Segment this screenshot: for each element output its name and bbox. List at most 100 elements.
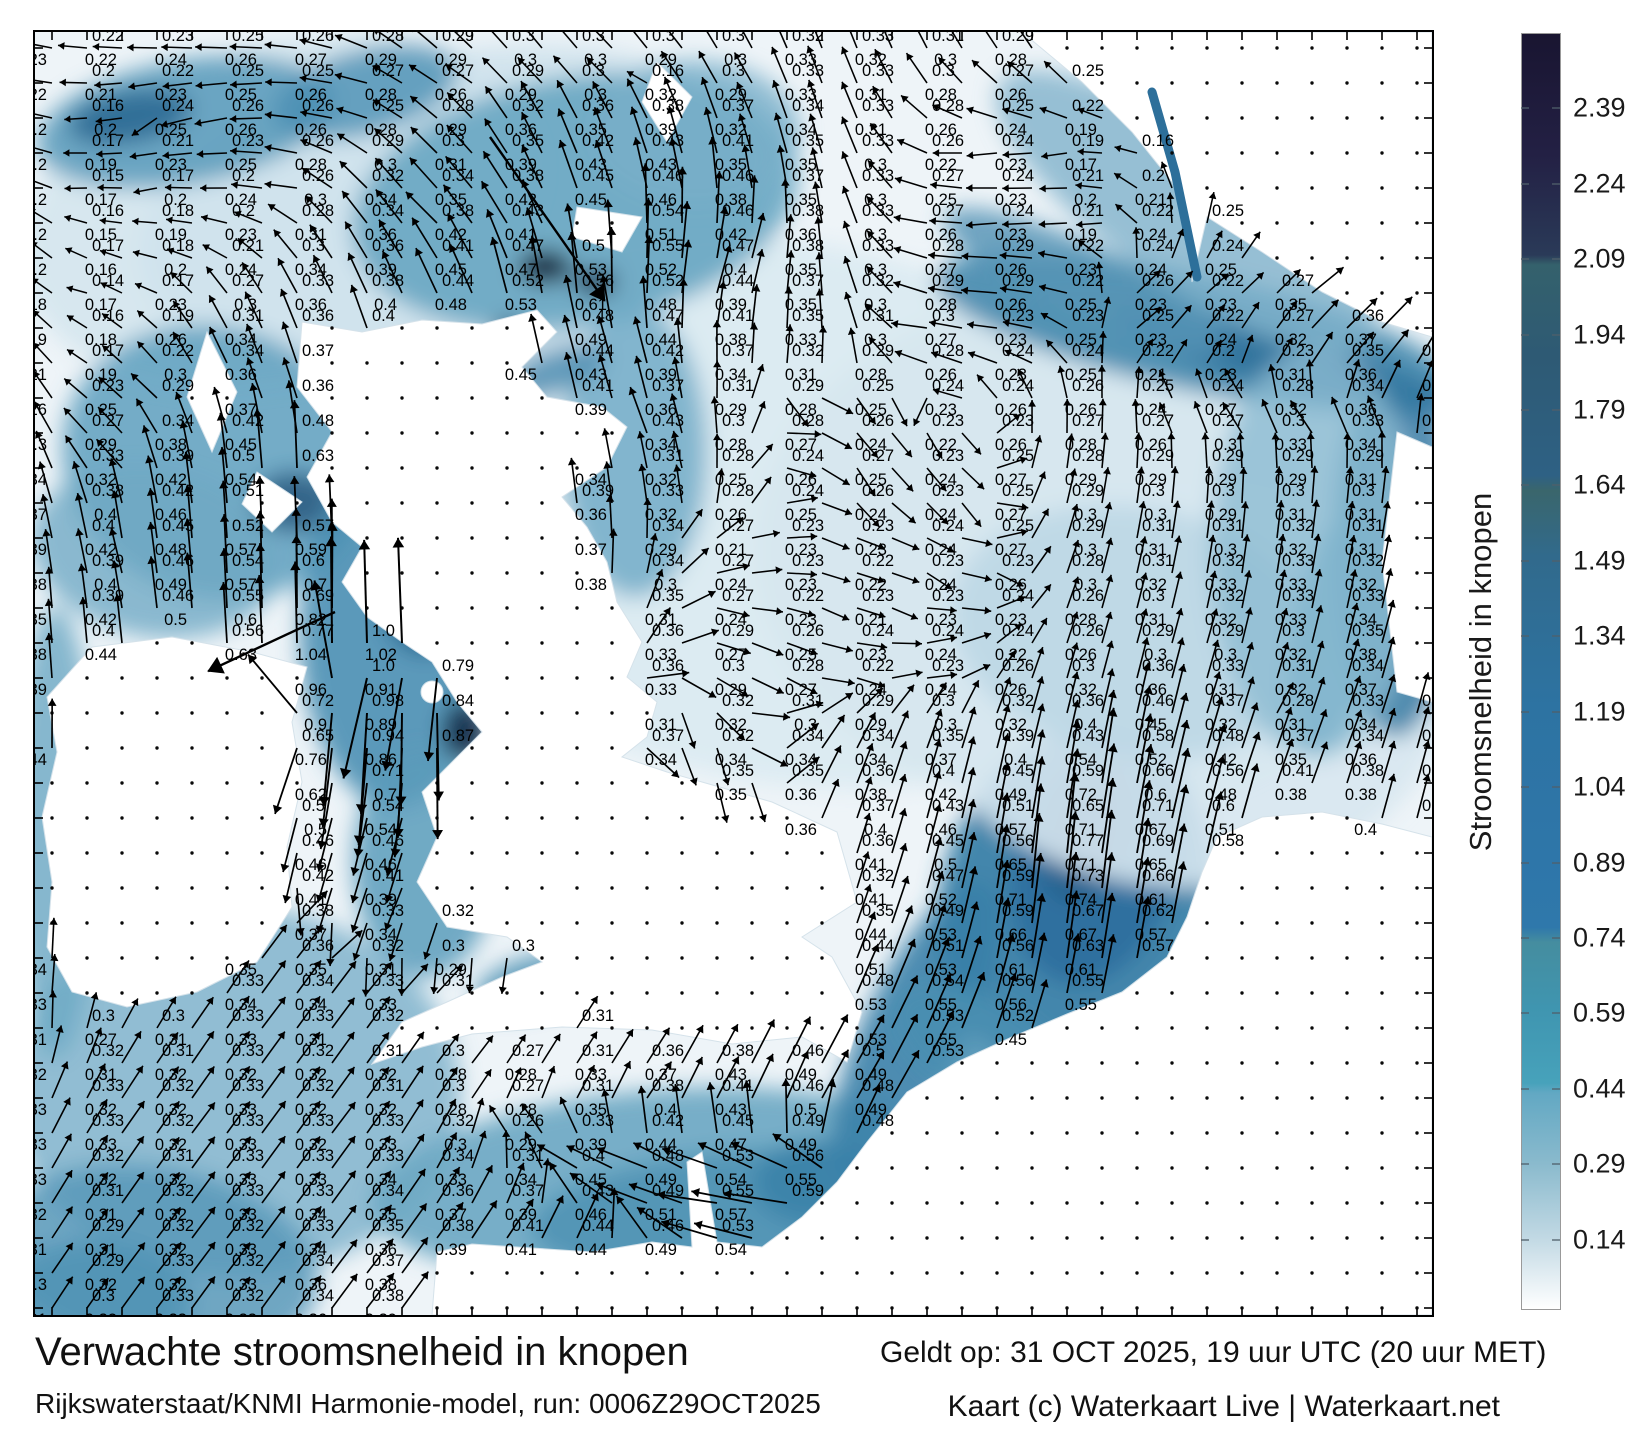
- svg-text:0.27: 0.27: [715, 646, 747, 664]
- svg-text:0.36: 0.36: [652, 657, 684, 675]
- svg-text:0.36: 0.36: [785, 786, 817, 804]
- svg-text:0.36: 0.36: [862, 762, 894, 780]
- svg-text:0.36: 0.36: [302, 937, 334, 955]
- svg-text:0.66: 0.66: [995, 926, 1027, 944]
- svg-text:0.43: 0.43: [715, 1101, 747, 1119]
- colorbar-tick-mark: [1552, 409, 1560, 412]
- svg-text:0.49: 0.49: [792, 1112, 824, 1130]
- svg-text:0.2: 0.2: [35, 156, 47, 174]
- svg-text:0.33: 0.33: [862, 167, 894, 185]
- svg-text:0.24: 0.24: [1212, 237, 1244, 255]
- svg-text:0.55: 0.55: [232, 587, 264, 605]
- svg-text:0.49: 0.49: [645, 1171, 677, 1189]
- svg-text:0.33: 0.33: [862, 97, 894, 115]
- svg-text:0.24: 0.24: [855, 681, 887, 699]
- svg-text:0.27: 0.27: [995, 506, 1027, 524]
- svg-text:0.26: 0.26: [1142, 272, 1174, 290]
- svg-text:0.49: 0.49: [785, 1136, 817, 1154]
- svg-text:0.3: 0.3: [442, 1042, 465, 1060]
- svg-text:0.42: 0.42: [232, 412, 264, 430]
- svg-text:0.34: 0.34: [372, 202, 404, 220]
- svg-text:0.28: 0.28: [925, 86, 957, 104]
- svg-text:0.33: 0.33: [35, 1101, 47, 1119]
- svg-text:0.3: 0.3: [92, 1287, 115, 1305]
- svg-text:0.25: 0.25: [785, 506, 817, 524]
- svg-text:0.17: 0.17: [85, 191, 117, 209]
- svg-text:0.35: 0.35: [575, 121, 607, 139]
- svg-text:0.33: 0.33: [785, 51, 817, 69]
- svg-text:0.26: 0.26: [302, 167, 334, 185]
- svg-text:0.32: 0.32: [1275, 646, 1307, 664]
- svg-text:0.37: 0.37: [575, 541, 607, 559]
- svg-text:0.32: 0.32: [232, 1287, 264, 1305]
- svg-text:0.55: 0.55: [1072, 972, 1104, 990]
- svg-text:0.29: 0.29: [1205, 506, 1237, 524]
- svg-text:0.61: 0.61: [1065, 961, 1097, 979]
- svg-text:0.34: 0.34: [785, 121, 817, 139]
- svg-text:0.23: 0.23: [92, 377, 124, 395]
- svg-text:0.55: 0.55: [1065, 996, 1097, 1014]
- svg-text:0.37: 0.37: [1212, 692, 1244, 710]
- svg-text:0.35: 0.35: [715, 786, 747, 804]
- svg-text:0.44: 0.44: [722, 272, 754, 290]
- svg-text:0.37: 0.37: [652, 727, 684, 745]
- svg-text:0.35: 0.35: [785, 156, 817, 174]
- svg-text:0.57: 0.57: [1142, 937, 1174, 955]
- svg-text:0.66: 0.66: [1142, 867, 1174, 885]
- north-sea-current-map: 0.23 0.22 0.22 0.23 0.24 0.25 0.26 0.26 0.27 0.28…: [35, 32, 1432, 1315]
- svg-text:0.32: 0.32: [1205, 716, 1237, 734]
- svg-text:0.38: 0.38: [35, 646, 47, 664]
- svg-text:0.26: 0.26: [995, 261, 1027, 279]
- svg-text:0.49: 0.49: [932, 902, 964, 920]
- svg-text:0.38: 0.38: [365, 1276, 397, 1294]
- svg-text:0.5: 0.5: [582, 237, 605, 255]
- svg-text:0.42: 0.42: [85, 541, 117, 559]
- svg-text:0.33: 0.33: [372, 902, 404, 920]
- svg-text:0.32: 0.32: [1282, 517, 1314, 535]
- svg-text:0.25: 0.25: [1072, 62, 1104, 80]
- svg-text:0.32: 0.32: [372, 167, 404, 185]
- svg-text:0.45: 0.45: [575, 191, 607, 209]
- svg-text:0.33: 0.33: [35, 1136, 47, 1154]
- colorbar-tick-label: 0.89: [1573, 847, 1626, 878]
- svg-text:0.24: 0.24: [1002, 587, 1034, 605]
- svg-text:0.26: 0.26: [435, 86, 467, 104]
- svg-text:0.35: 0.35: [1422, 377, 1432, 395]
- svg-text:0.23: 0.23: [932, 657, 964, 675]
- svg-text:0.19: 0.19: [35, 331, 47, 349]
- svg-text:0.22: 0.22: [92, 32, 124, 45]
- svg-text:0.31: 0.31: [645, 716, 677, 734]
- svg-text:0.37: 0.37: [722, 97, 754, 115]
- svg-text:0.22: 0.22: [862, 552, 894, 570]
- svg-text:0.3: 0.3: [864, 331, 887, 349]
- svg-text:0.3: 0.3: [582, 32, 605, 45]
- svg-text:0.42: 0.42: [652, 1112, 684, 1130]
- svg-text:0.46: 0.46: [372, 832, 404, 850]
- svg-text:0.25: 0.25: [1065, 331, 1097, 349]
- svg-text:0.36: 0.36: [785, 821, 817, 839]
- svg-text:0.19: 0.19: [1072, 132, 1104, 150]
- svg-text:0.27: 0.27: [512, 1077, 544, 1095]
- svg-text:0.3: 0.3: [512, 937, 535, 955]
- svg-text:0.27: 0.27: [995, 471, 1027, 489]
- svg-text:0.31: 0.31: [162, 1147, 194, 1165]
- svg-text:0.31: 0.31: [1142, 552, 1174, 570]
- svg-text:0.27: 0.27: [1002, 62, 1034, 80]
- svg-text:0.33: 0.33: [1275, 436, 1307, 454]
- svg-text:0.32: 0.32: [92, 1147, 124, 1165]
- svg-text:0.27: 0.27: [512, 1042, 544, 1060]
- svg-text:0.31: 0.31: [1275, 716, 1307, 734]
- colorbar-tick-label: 2.09: [1573, 243, 1626, 274]
- svg-text:0.36: 0.36: [575, 506, 607, 524]
- svg-text:0.24: 0.24: [792, 447, 824, 465]
- svg-text:0.28: 0.28: [925, 296, 957, 314]
- svg-text:0.35: 0.35: [35, 611, 47, 629]
- svg-text:0.25: 0.25: [372, 97, 404, 115]
- svg-text:0.31: 0.31: [1142, 517, 1174, 535]
- svg-text:0.59: 0.59: [1072, 762, 1104, 780]
- svg-text:0.52: 0.52: [645, 261, 677, 279]
- svg-text:0.38: 0.38: [1275, 786, 1307, 804]
- svg-text:0.3: 0.3: [652, 32, 675, 45]
- svg-text:0.17: 0.17: [162, 167, 194, 185]
